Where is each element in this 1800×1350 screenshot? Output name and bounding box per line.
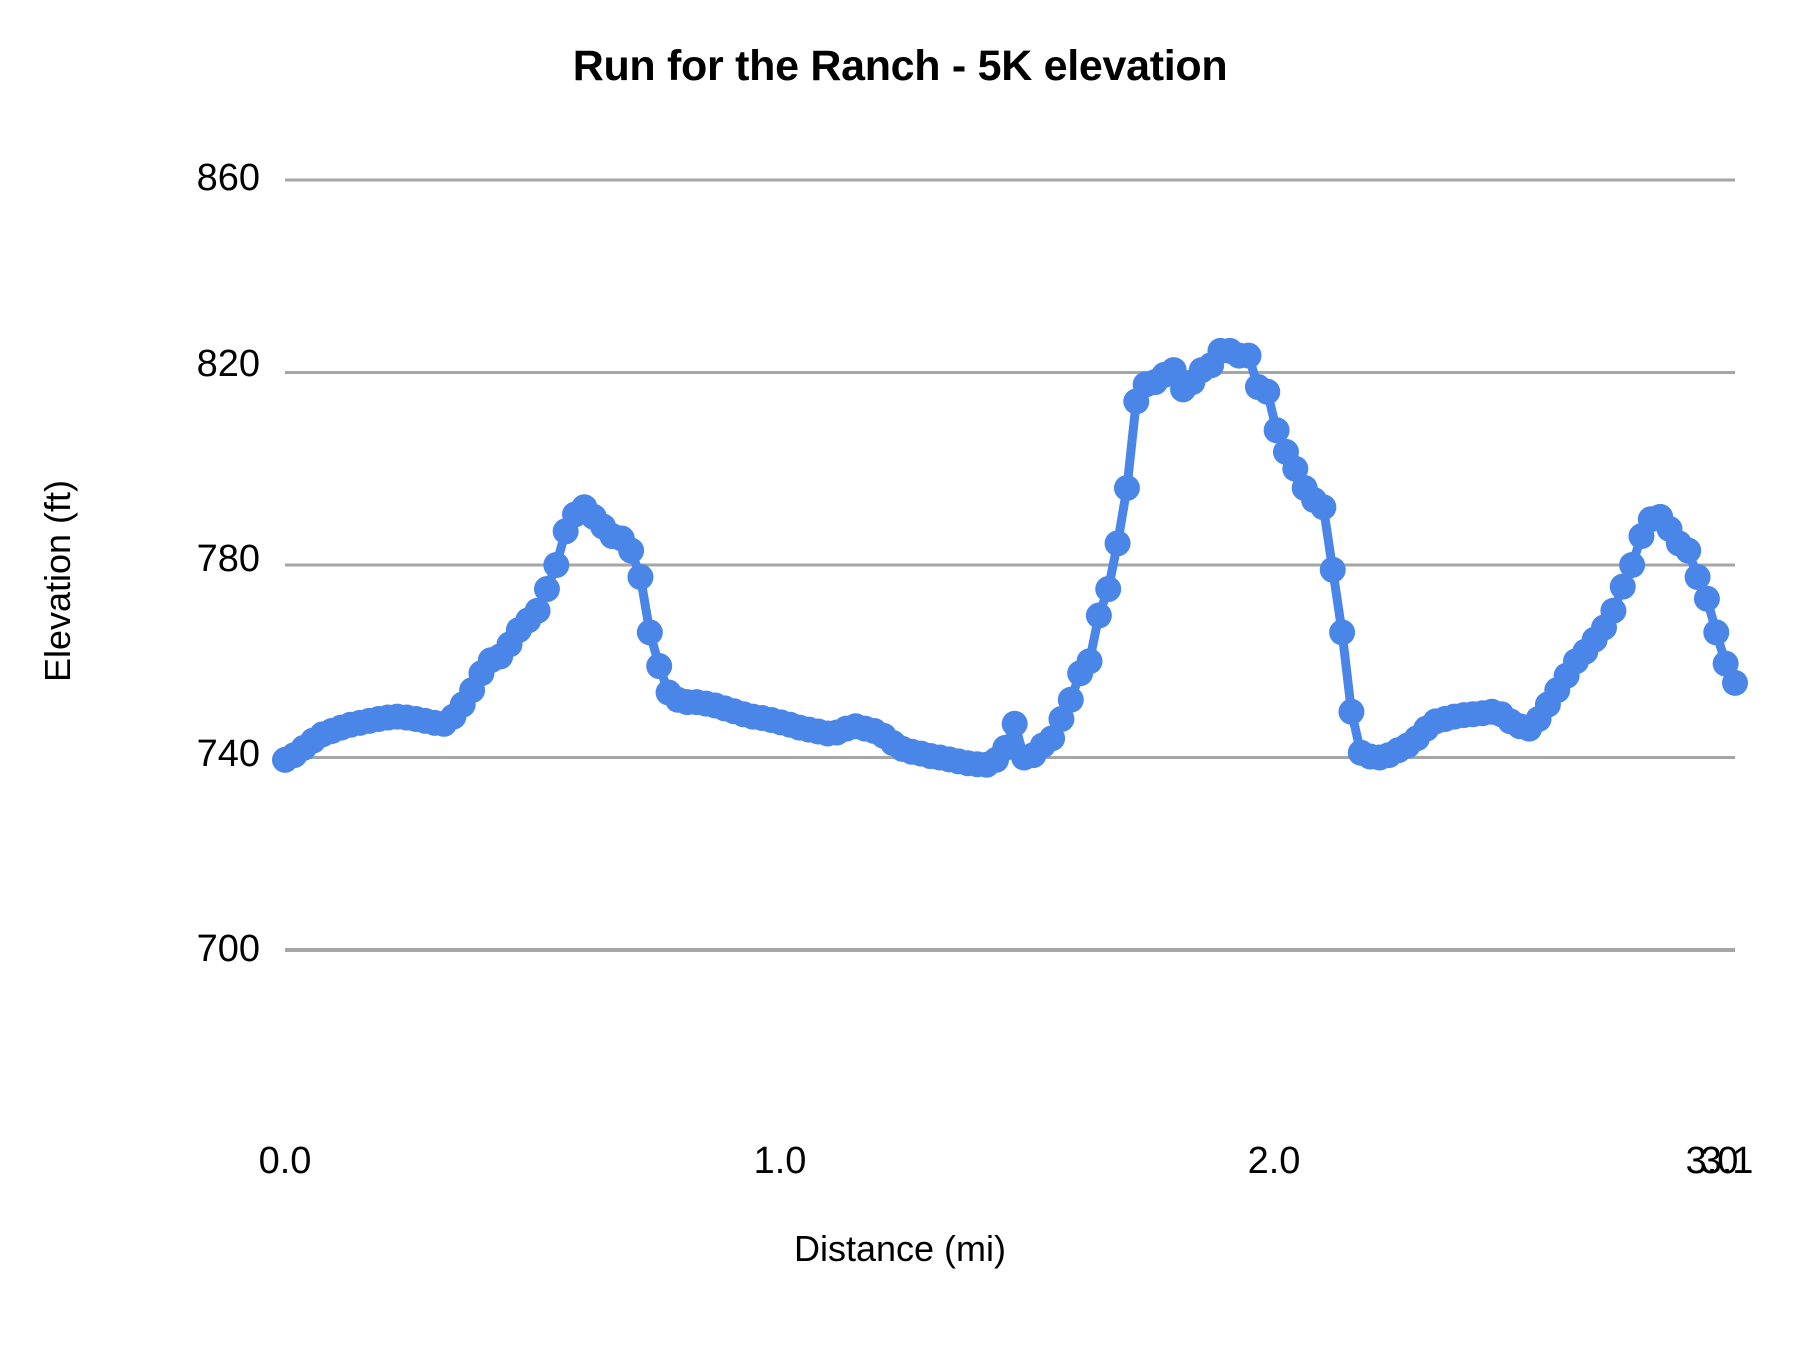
series-line: [280, 346, 1740, 770]
data-point: [1263, 417, 1290, 444]
data-point: [1319, 556, 1346, 583]
x-tick-label-2: 2.0: [1247, 1140, 1301, 1182]
data-point: [1113, 475, 1140, 501]
data-point: [1703, 619, 1730, 646]
x-axis-title: Distance (mi): [793, 1228, 1007, 1269]
data-point: [533, 576, 560, 603]
data-point: [1722, 669, 1748, 696]
data-point: [1039, 725, 1066, 752]
data-point: [1693, 585, 1720, 612]
series-markers: [272, 337, 1748, 778]
data-point: [524, 597, 551, 624]
y-tick-label-740: 740: [196, 733, 260, 775]
data-point: [1057, 686, 1084, 713]
data-point: [1600, 597, 1627, 624]
data-point: [1085, 602, 1112, 629]
x-tick-label-0: 0.0: [258, 1140, 312, 1182]
y-tick-label-700: 700: [196, 928, 260, 970]
data-point: [646, 653, 673, 680]
data-point: [1095, 576, 1122, 603]
data-point: [1282, 455, 1309, 482]
data-point: [1104, 530, 1131, 557]
data-point: [1684, 564, 1711, 591]
y-tick-label-820: 820: [196, 343, 260, 385]
y-tick-label-780: 780: [196, 538, 260, 580]
data-point: [1609, 573, 1636, 600]
data-point: [1675, 537, 1702, 564]
x-tick-label-3-1: 3.1: [1700, 1140, 1754, 1182]
x-tick-label-1: 1.0: [753, 1140, 807, 1182]
data-point: [1076, 648, 1103, 675]
data-point: [1235, 342, 1262, 369]
data-point: [618, 537, 645, 564]
data-point: [1310, 494, 1337, 521]
data-point: [636, 619, 663, 646]
data-point: [543, 552, 570, 578]
x-tick-label-3: 3.0: [1685, 1140, 1739, 1182]
data-point: [1254, 378, 1281, 405]
gridlines: [285, 178, 1735, 952]
data-point: [1001, 710, 1028, 737]
data-point: [1619, 552, 1646, 578]
chart-title: Run for the Ranch - 5K elevation: [572, 42, 1228, 90]
data-point: [1048, 706, 1075, 732]
data-point: [1329, 619, 1356, 646]
data-point: [1160, 357, 1187, 384]
data-point: [1338, 698, 1365, 725]
y-tick-label-860: 860: [196, 157, 260, 199]
data-point: [1712, 650, 1739, 677]
data-point: [627, 564, 654, 591]
